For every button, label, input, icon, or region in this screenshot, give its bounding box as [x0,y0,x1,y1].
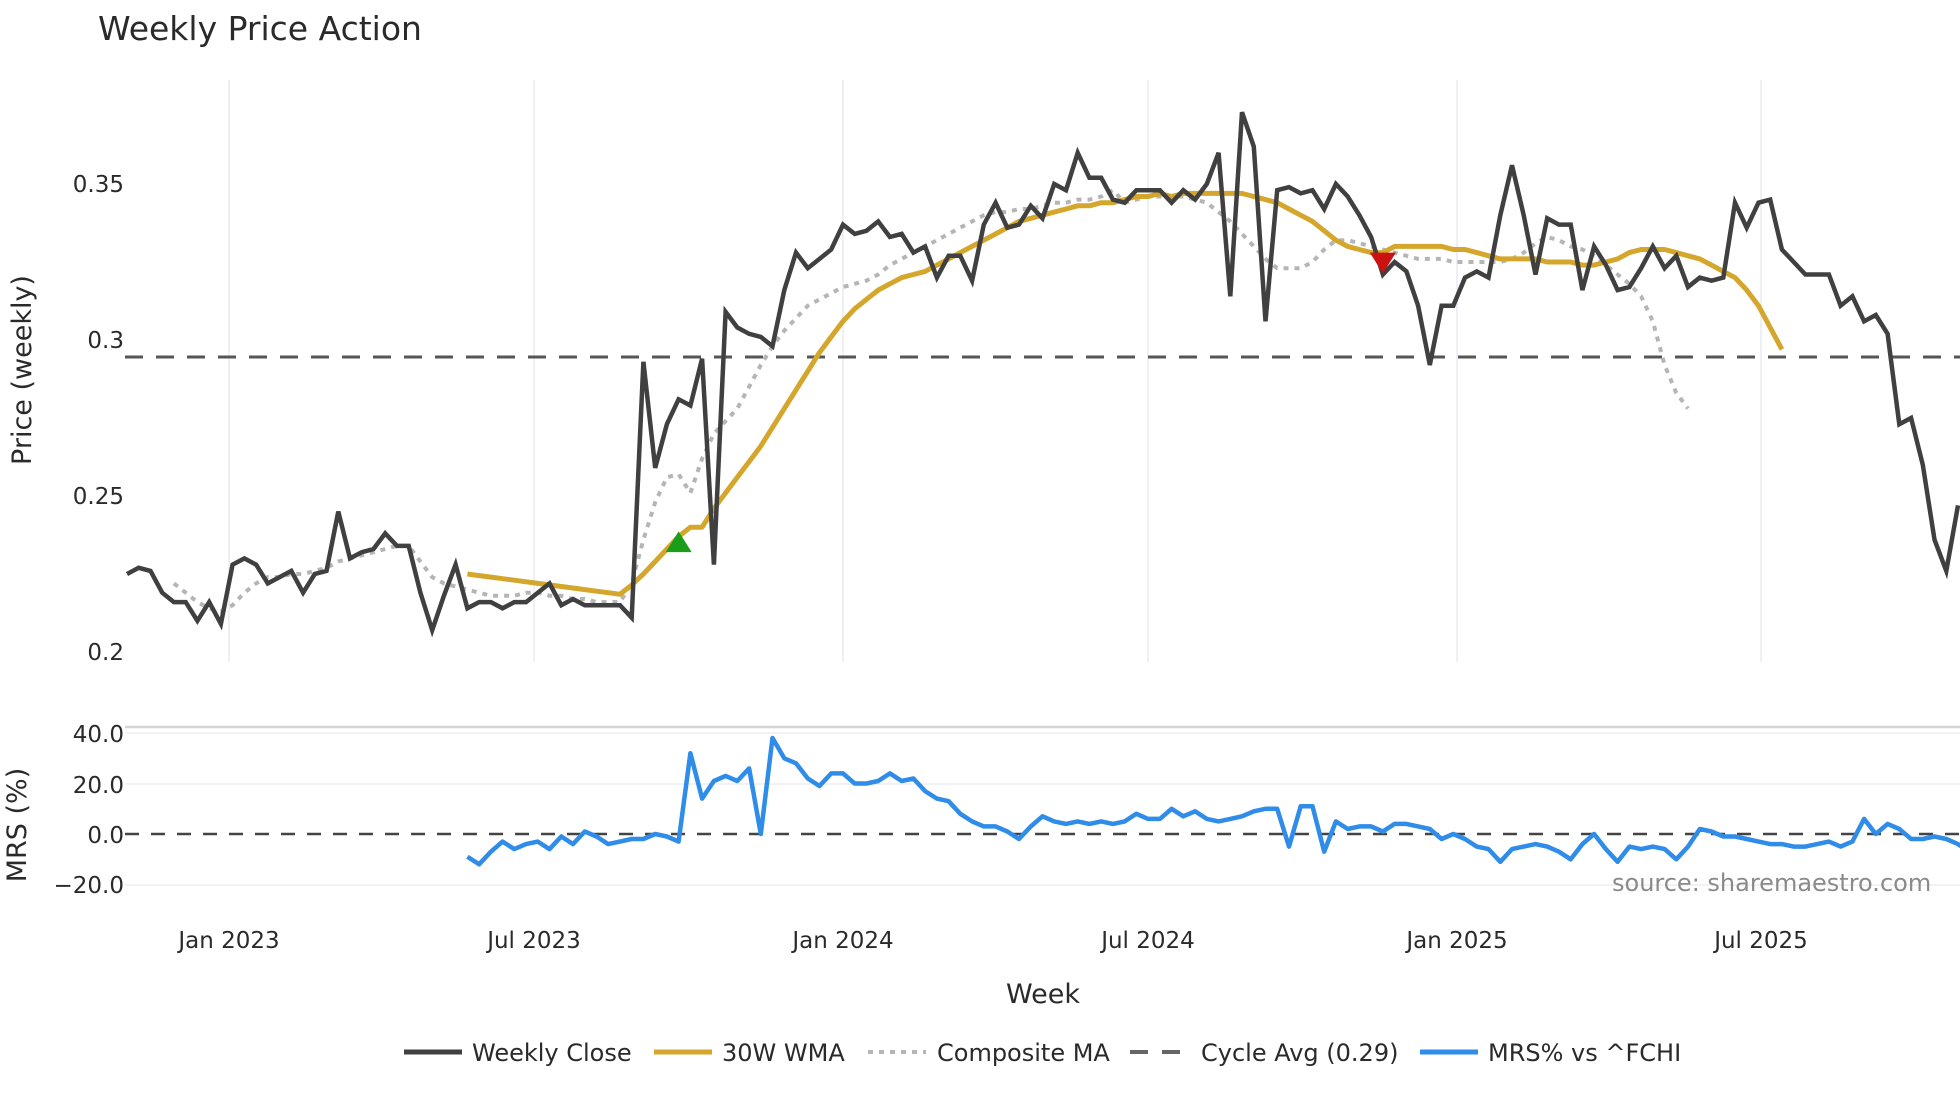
buy-signal-triangle-up-icon [665,531,692,553]
x-tick-1: Jul 2023 [485,928,581,954]
mrs-tick-1: 20.0 [73,773,124,799]
price-tick-0: 0.35 [73,172,124,198]
x-axis-label: Week [1006,979,1080,1010]
mrs-tick-2: 0.0 [87,823,124,849]
sell-signal-triangle-down-icon [1369,252,1396,274]
mrs-y-axis-label: MRS (%) [2,768,33,883]
price-series-group [125,111,1960,638]
legend-item-weekly-close[interactable]: Weekly Close [404,1039,632,1067]
x-tick-2: Jan 2024 [790,928,893,954]
price-tick-3: 0.2 [87,640,124,666]
legend-label: Weekly Close [472,1039,632,1067]
price-y-axis: 0.35 0.3 0.25 0.2 [73,172,124,666]
price-y-axis-label: Price (weekly) [7,275,38,465]
source-annotation: source: sharemaestro.com [1612,869,1931,897]
legend-label: MRS% vs ^FCHI [1488,1039,1681,1067]
mrs-horizontal-gridlines [125,732,1960,886]
price-vertical-gridlines [228,80,1762,662]
mrs-tick-3: −20.0 [54,873,124,899]
composite-ma-line [172,187,1690,614]
weekly-close-line [125,111,1960,638]
mrs-line [466,735,1960,867]
mrs-y-axis: 40.0 20.0 0.0 −20.0 [54,722,124,899]
legend-label: 30W WMA [722,1039,845,1067]
legend-label: Composite MA [937,1039,1110,1067]
legend-item-composite-ma[interactable]: Composite MA [868,1039,1110,1067]
legend: Weekly Close 30W WMA Composite MA Cycle … [404,1039,1681,1067]
x-tick-5: Jul 2025 [1712,928,1808,954]
x-tick-3: Jul 2024 [1099,928,1195,954]
wma-30w-line [467,190,1785,597]
legend-item-cycle-avg[interactable]: Cycle Avg (0.29) [1130,1039,1398,1067]
x-tick-4: Jan 2025 [1404,928,1507,954]
chart-title: Weekly Price Action [98,9,422,48]
legend-item-30w-wma[interactable]: 30W WMA [654,1039,845,1067]
x-tick-0: Jan 2023 [176,928,279,954]
legend-item-mrs[interactable]: MRS% vs ^FCHI [1420,1039,1681,1067]
price-tick-2: 0.25 [73,484,124,510]
mrs-tick-0: 40.0 [73,722,124,748]
x-axis: Jan 2023 Jul 2023 Jan 2024 Jul 2024 Jan … [176,928,1807,954]
legend-label: Cycle Avg (0.29) [1201,1039,1398,1067]
price-tick-1: 0.3 [87,328,124,354]
